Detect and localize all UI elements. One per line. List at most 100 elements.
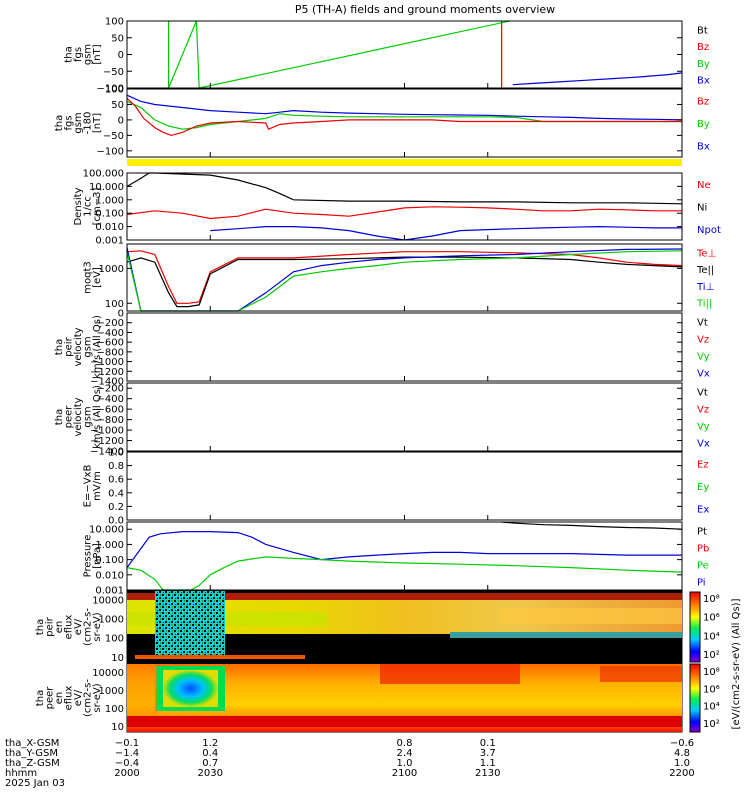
temperature-ytick-label: 1000 [99,264,124,275]
x-date-label: 2025 Jan 03 [5,778,65,789]
temperature-series-Te⊥ [126,250,683,304]
x-col-X_GSM: 0.1 [480,738,496,749]
peir_velocity-legend-Vx: Vx [697,369,710,380]
peir_velocity-frame [126,312,683,382]
fgs-ytick-label: 50 [111,33,124,44]
colorbar-peir [689,591,701,663]
x-col-hhmm: 2130 [475,768,500,779]
peir_velocity-ytick-label: −800 [97,347,124,358]
fgs-ylabel-line: tha [64,46,75,62]
peir_spectrogram-ytick-label: 10000 [92,596,124,607]
fgs_dsl-ytick-label: 100 [105,85,124,96]
temperature-legend-Te||: Te|| [696,265,714,276]
peir_velocity-ytick-label: −600 [97,338,124,349]
peer_spectrogram-ylabel-line: (cm2-s- [83,679,94,717]
peer_velocity-ylabel-line: km/s (All Qs) [92,385,103,449]
temperature-ytick-label: 100 [105,299,124,310]
pressure-series-Pt [501,521,683,530]
x-col-Z_GSM: −0.4 [115,758,139,769]
fgs-legend-By: By [697,59,710,70]
fgs_dsl-series-Bx [126,94,683,121]
peer_spectrogram-colorbar-tick: 10⁴ [703,702,720,713]
density-frame [126,172,683,241]
peer_spectrogram-ytick-label: 10 [111,722,124,733]
temperature-series-Te|| [126,256,683,308]
fgs_dsl-ylabel-line: fgs [64,115,75,130]
density-ytick-label: 100.000 [83,169,124,180]
peer_velocity-ytick-label: −800 [97,415,124,426]
x-col-X_GSM: −0.1 [115,738,139,749]
pressure-series-Pi [126,530,682,568]
pressure-legend-Pe: Pe [697,561,709,572]
temperature-frame [126,243,683,312]
peer_velocity-legend-Vt: Vt [697,388,708,399]
peir_spectrogram-panel: 10000 1000 100 10 thapeirenefluxeV/(cm2-s-sr… [35,590,720,664]
density-series-Ni [126,172,683,205]
efield-ytick-label: 0.2 [108,502,124,513]
peer_velocity-ytick-label: −600 [97,405,124,416]
temperature-ylabel-line: moqt3 [83,261,94,294]
colorbar-label: [eV/(cm2-s-sr-eV) (All Qs)] [731,598,742,729]
x-col-Y_GSM: 3.7 [480,748,496,759]
temperature-series-Ti|| [126,250,683,312]
pressure-legend-Pt: Pt [697,527,707,538]
peer_spectrogram-ylabel-line: peer [45,686,56,710]
fgs_dsl-ytick-label: −100 [97,146,124,157]
x-row-label: hhmm [5,768,37,779]
peir_spectrogram-colorbar-tick: 10² [703,650,720,661]
density-series-Ne [126,206,682,220]
efield-ylabel-line: E=−VxB [83,465,94,508]
peer_spectrogram-panel: 10000 1000 100 10 thapeerenefluxeV/(cm2-s-sr… [35,663,720,733]
density-ytick-label: 1.000 [95,195,124,206]
density-ylabel-line: Density [73,187,84,225]
x-col-Z_GSM: 0.7 [202,758,218,769]
peer_velocity-ytick-label: −1200 [90,436,124,447]
peir-spectrogram-image [127,591,682,663]
fgs_dsl-ylabel-line: tha [54,115,65,131]
pressure-ytick-label: 1.000 [95,540,124,551]
x-col-Y_GSM: 4.8 [674,748,690,759]
efield-ytick-label: 0.4 [108,488,124,499]
density-legend-Ni: Ni [697,203,707,214]
chart-title: P5 (TH-A) fields and ground moments over… [295,3,555,16]
fgs_dsl-legend-Bz: Bz [697,96,709,107]
density-ytick-label: 0.001 [95,236,124,247]
colorbar-peer [689,663,701,733]
peir_spectrogram-ylabel-line: eV/ [73,618,84,635]
x-col-Y_GSM: −1.4 [115,748,139,759]
fgs-ytick-label: −100 [97,84,124,95]
peer_spectrogram-colorbar-tick: 10⁶ [703,684,720,695]
peer_spectrogram-colorbar-tick: 10⁸ [703,667,720,678]
fgs-ylabel-line: [nT] [92,44,103,64]
peer_spectrogram-ylabel-line: sr-eV) [92,683,103,712]
peir_spectrogram-ytick-label: 10 [111,653,124,664]
peer_velocity-legend-Vy: Vy [697,422,710,433]
x-col-hhmm: 2030 [198,768,223,779]
fgs_dsl-ytick-label: −50 [103,131,124,142]
peir_velocity-legend-Vt: Vt [697,318,708,329]
fgs-ylabel-line: fgs [73,47,84,62]
peer_velocity-legend-Vx: Vx [697,439,710,450]
temperature-legend-Te⊥: Te⊥ [696,248,716,259]
density-ytick-label: 0.010 [95,222,124,233]
temperature-legend-Ti||: Ti|| [696,299,712,310]
x-row-label: tha_Y-GSM [5,748,58,759]
peer_spectrogram-ytick-label: 1000 [99,686,124,697]
fgs-legend-Bz: Bz [697,42,709,53]
fgs-ytick-label: −50 [103,67,124,78]
fgs-legend-Bx: Bx [697,76,710,87]
efield-ytick-label: 0.6 [108,475,124,486]
pressure-ylabel-line: [nPa] [92,543,103,569]
peir_velocity-legend-Vz: Vz [697,335,709,346]
fgs-ylabel-line: gsm [83,44,94,65]
fgs_dsl-ytick-label: 50 [111,100,124,111]
fgs_dsl-ylabel-line: [nT] [92,113,103,133]
fgs_dsl-series-Bz [126,97,682,137]
peir_velocity-legend-Vy: Vy [697,352,710,363]
peer_velocity-ytick-label: −200 [97,384,124,395]
peer_spectrogram-ylabel-line: eV/ [73,689,84,706]
